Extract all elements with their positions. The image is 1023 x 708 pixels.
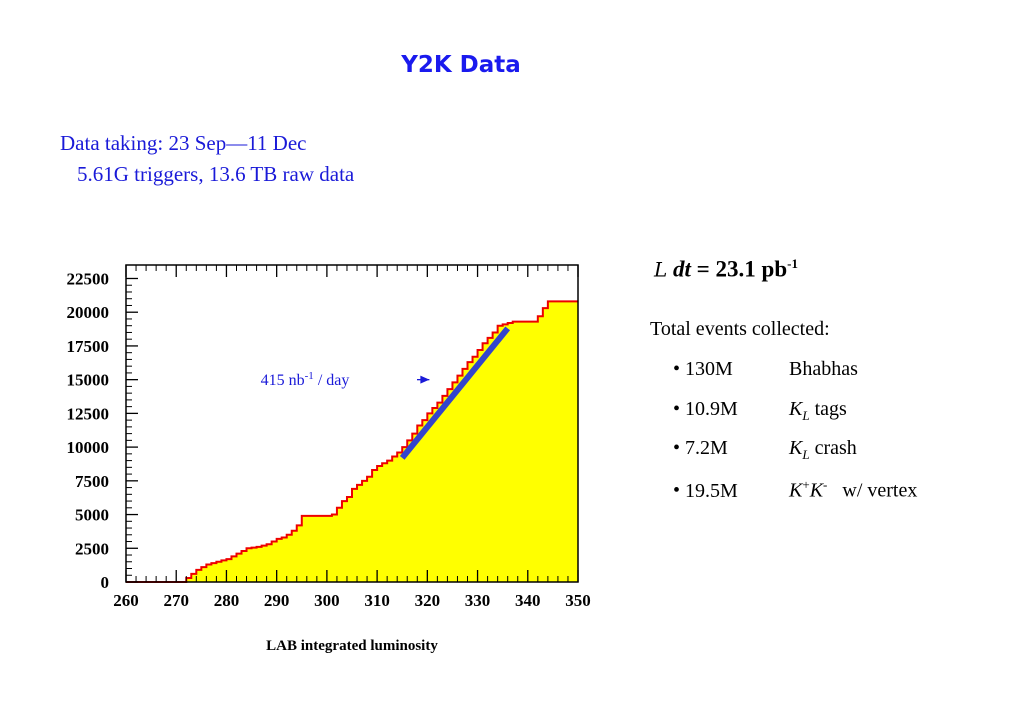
area-fill-group	[126, 301, 578, 582]
x-axis-label: LAB integrated luminosity	[266, 638, 438, 654]
plot-frame-group	[125, 264, 579, 583]
event-count: 7.2M	[685, 437, 728, 459]
luminosity-symbol: L	[654, 257, 668, 282]
trigger-summary: 5.61G triggers, 13.6 TB raw data	[77, 162, 355, 186]
data-taking-period: Data taking: 23 Sep—11 Dec	[60, 131, 307, 155]
event-label: K	[789, 437, 803, 459]
x-tick-label: 290	[264, 591, 290, 610]
event-item-bhabhas: • 130M Bhabhas	[673, 358, 858, 380]
event-suffix: w/ vertex	[827, 479, 918, 502]
x-tick-label: 310	[364, 591, 390, 610]
x-tick-label: 270	[163, 591, 189, 610]
y-tick-label: 12500	[67, 404, 110, 423]
event-label-sup-2: -	[823, 477, 828, 492]
x-ticks-group: 260 270 280 290 300 310 320 330 340 350	[113, 265, 591, 610]
event-label: Bhabhas	[789, 358, 858, 380]
step-line-group	[126, 300, 578, 583]
x-tick-label: 340	[515, 591, 541, 610]
area-fill	[126, 301, 578, 582]
x-tick-label: 300	[314, 591, 340, 610]
event-count: 10.9M	[685, 398, 738, 420]
fit-line	[399, 326, 511, 460]
y-tick-label: 0	[101, 573, 110, 592]
y-tick-label: 20000	[67, 303, 110, 322]
event-count: 19.5M	[685, 479, 738, 502]
y-ticks-group: 0 2500 5000 7500 10000 12500 15000 17500 20000 22…	[67, 269, 138, 592]
luminosity-dt: dt	[673, 256, 691, 282]
x-tick-label: 320	[415, 591, 441, 610]
events-header: Total events collected:	[650, 318, 830, 340]
annotation-label: 415 nb-1 / day	[261, 370, 350, 389]
annotation-group: 415 nb-1 / day	[261, 370, 430, 389]
event-suffix: tags	[809, 398, 847, 420]
event-suffix: crash	[809, 437, 857, 459]
event-item-kl-crash: • 7.2M KL crash	[673, 437, 857, 462]
y-tick-label: 15000	[67, 371, 110, 390]
x-tick-label: 260	[113, 591, 139, 610]
event-item-kk-vertex: • 19.5M K+K- w/ vertex	[673, 477, 918, 502]
event-label-sub: L	[802, 408, 810, 423]
luminosity-value: = 23.1 pb	[696, 256, 788, 282]
annotation-text-2: / day	[314, 372, 350, 389]
luminosity-exponent: -1	[787, 256, 798, 271]
event-label: K	[789, 398, 803, 420]
event-label: K	[789, 479, 803, 502]
annotation-arrow-head	[420, 375, 430, 384]
luminosity-total: L dt = 23.1 pb-1	[654, 256, 798, 283]
y-tick-label: 10000	[67, 438, 110, 457]
event-count: 130M	[685, 358, 733, 380]
annotation-sup: -1	[305, 370, 314, 382]
y-tick-label: 22500	[67, 269, 110, 288]
annotation-text: 415 nb	[261, 372, 305, 389]
page-title: Y2K Data	[401, 52, 521, 78]
event-label-sub: L	[802, 447, 810, 462]
y-tick-label: 17500	[67, 337, 110, 356]
x-tick-label: 350	[565, 591, 591, 610]
event-item-kl-tags: • 10.9M KL tags	[673, 398, 847, 423]
plot-frame	[125, 264, 579, 583]
y-tick-label: 5000	[75, 506, 109, 525]
step-line	[126, 300, 578, 583]
x-tick-label: 330	[465, 591, 491, 610]
y-tick-label: 7500	[75, 472, 109, 491]
x-tick-label: 280	[214, 591, 240, 610]
y-tick-label: 2500	[75, 539, 109, 558]
event-label-sup: +	[802, 477, 810, 492]
fit-line-group	[399, 326, 511, 460]
event-label-2: K	[809, 479, 824, 502]
